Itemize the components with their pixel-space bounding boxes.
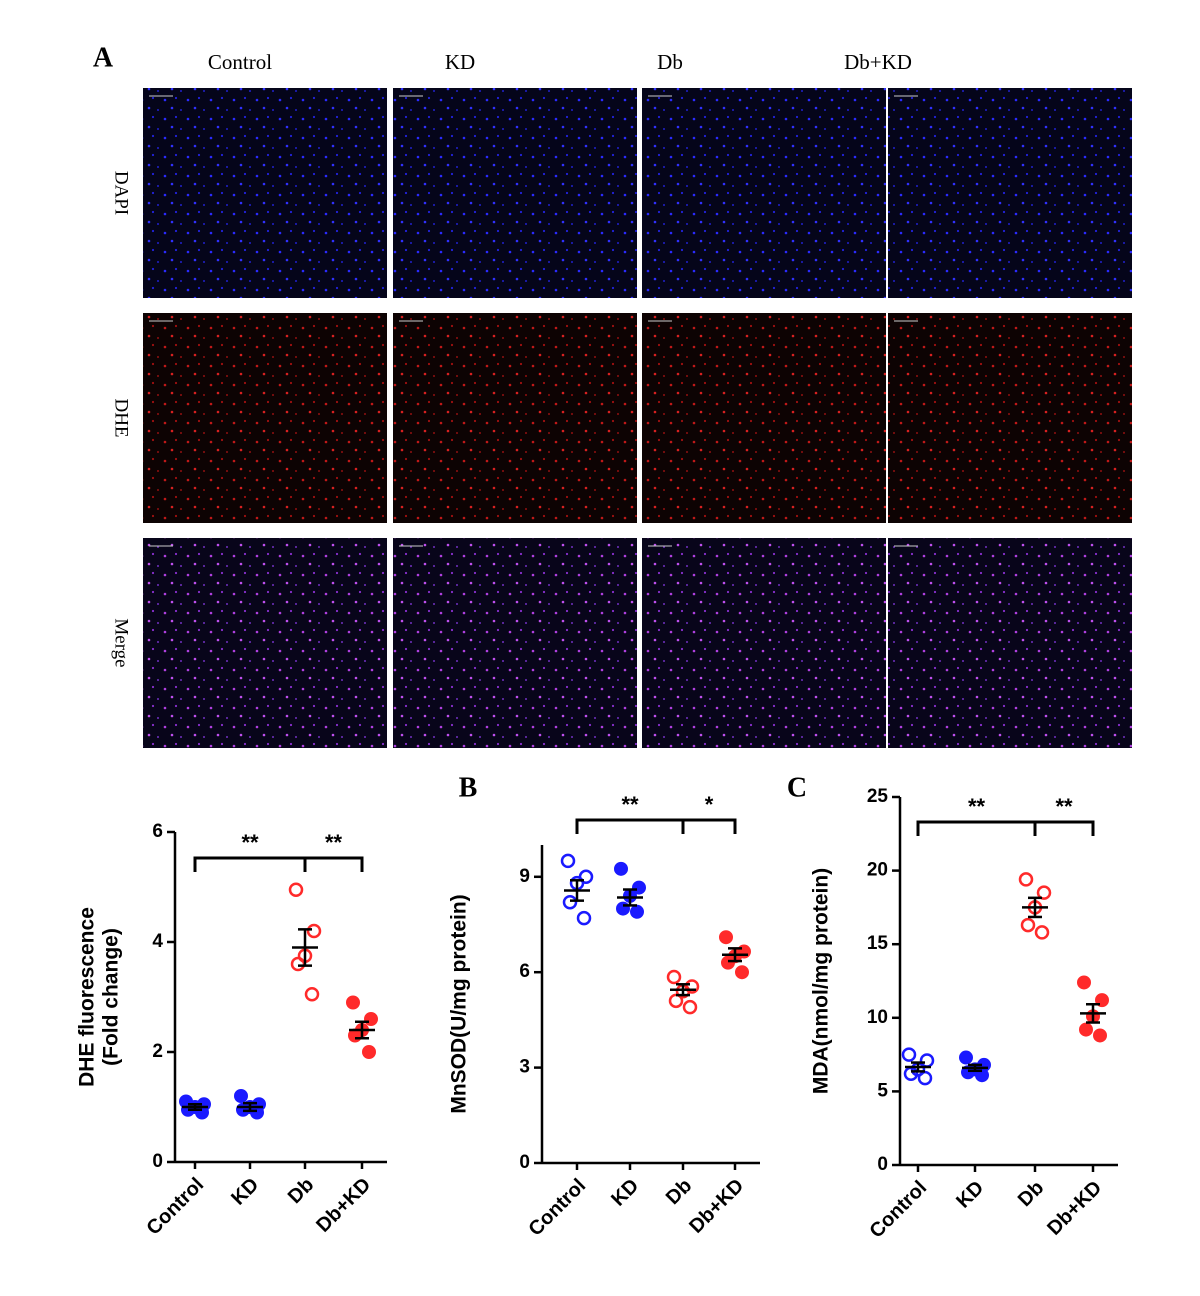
data-point — [959, 1050, 973, 1065]
x-tick-label: Db+KD — [685, 1175, 748, 1238]
y-axis-label: (Fold change) — [100, 928, 123, 1066]
significance-label: ** — [621, 792, 639, 817]
y-tick-label: 9 — [519, 866, 530, 887]
micrograph — [642, 538, 886, 748]
column-label: Control — [208, 50, 272, 74]
y-tick-label: 5 — [877, 1080, 888, 1101]
data-point — [1020, 917, 1036, 933]
x-tick-label: Db — [662, 1175, 696, 1209]
data-point — [614, 861, 628, 876]
y-tick-label: 3 — [519, 1057, 530, 1078]
x-tick-label: Db — [1014, 1177, 1048, 1211]
x-tick-label: Control — [865, 1177, 931, 1243]
significance-label: * — [705, 792, 714, 817]
panel-label: C — [787, 772, 807, 803]
micrograph — [143, 313, 387, 523]
column-label: Db+KD — [844, 50, 912, 74]
data-point — [562, 894, 578, 910]
data-point — [632, 880, 646, 895]
x-tick-label: Db+KD — [312, 1174, 375, 1237]
data-point — [576, 910, 592, 926]
data-point — [362, 1045, 376, 1059]
column-label: KD — [445, 50, 475, 74]
y-tick-label: 6 — [519, 961, 530, 982]
significance-label: ** — [968, 794, 986, 819]
data-point — [1036, 885, 1052, 900]
panel-label: A — [93, 42, 114, 73]
data-point — [721, 955, 735, 970]
x-tick-label: Control — [524, 1175, 590, 1241]
x-tick-label: KD — [952, 1177, 988, 1213]
y-tick-label: 0 — [152, 1151, 163, 1172]
micrograph — [143, 538, 387, 748]
y-tick-label: 2 — [152, 1041, 163, 1062]
row-label: DAPI — [111, 171, 132, 215]
micrograph — [393, 88, 637, 298]
y-tick-label: 0 — [519, 1152, 530, 1173]
data-point — [901, 1047, 917, 1062]
micrograph — [888, 88, 1132, 298]
data-point — [666, 969, 682, 985]
x-tick-label: Db — [284, 1174, 318, 1208]
data-point — [364, 1012, 378, 1026]
data-point — [1077, 975, 1091, 990]
data-point — [1079, 1022, 1093, 1037]
x-tick-label: KD — [227, 1174, 263, 1210]
micrograph — [642, 313, 886, 523]
data-point — [682, 999, 698, 1015]
x-tick-label: Control — [142, 1174, 208, 1240]
data-point — [288, 882, 304, 897]
y-tick-label: 25 — [867, 786, 889, 807]
data-point — [1093, 1028, 1107, 1043]
y-tick-label: 20 — [867, 860, 888, 881]
row-label: DHE — [111, 398, 132, 437]
y-axis-label: DHE fluorescence — [76, 907, 99, 1087]
data-point — [735, 965, 749, 980]
y-tick-label: 10 — [867, 1007, 888, 1028]
panel-label: B — [459, 772, 478, 803]
significance-label: ** — [1055, 794, 1073, 819]
micrograph — [642, 88, 886, 298]
data-point — [1018, 872, 1034, 887]
data-point — [668, 993, 684, 1009]
y-axis-label: MnSOD(U/mg protein) — [448, 894, 471, 1113]
y-tick-label: 0 — [877, 1154, 888, 1175]
data-point — [630, 904, 644, 919]
data-point — [616, 901, 630, 916]
micrograph — [888, 313, 1132, 523]
micrograph — [393, 538, 637, 748]
x-tick-label: KD — [607, 1175, 643, 1211]
significance-label: ** — [241, 830, 259, 855]
y-tick-label: 15 — [867, 933, 889, 954]
x-tick-label: Db+KD — [1043, 1177, 1106, 1240]
data-point — [346, 995, 360, 1010]
micrograph — [143, 88, 387, 298]
y-axis-label: MDA(nmol/mg protein) — [810, 868, 833, 1094]
data-point — [560, 853, 576, 869]
row-label: Merge — [111, 618, 132, 667]
data-point — [917, 1070, 933, 1086]
data-point — [290, 956, 306, 972]
y-tick-label: 6 — [152, 821, 163, 842]
data-point — [1034, 925, 1050, 940]
significance-label: ** — [325, 830, 343, 855]
column-label: Db — [657, 50, 683, 74]
y-tick-label: 4 — [152, 931, 163, 952]
data-point — [719, 930, 733, 945]
data-point — [304, 987, 320, 1002]
data-point — [306, 923, 322, 939]
micrograph — [888, 538, 1132, 748]
data-point — [234, 1089, 248, 1103]
micrograph — [393, 313, 637, 523]
